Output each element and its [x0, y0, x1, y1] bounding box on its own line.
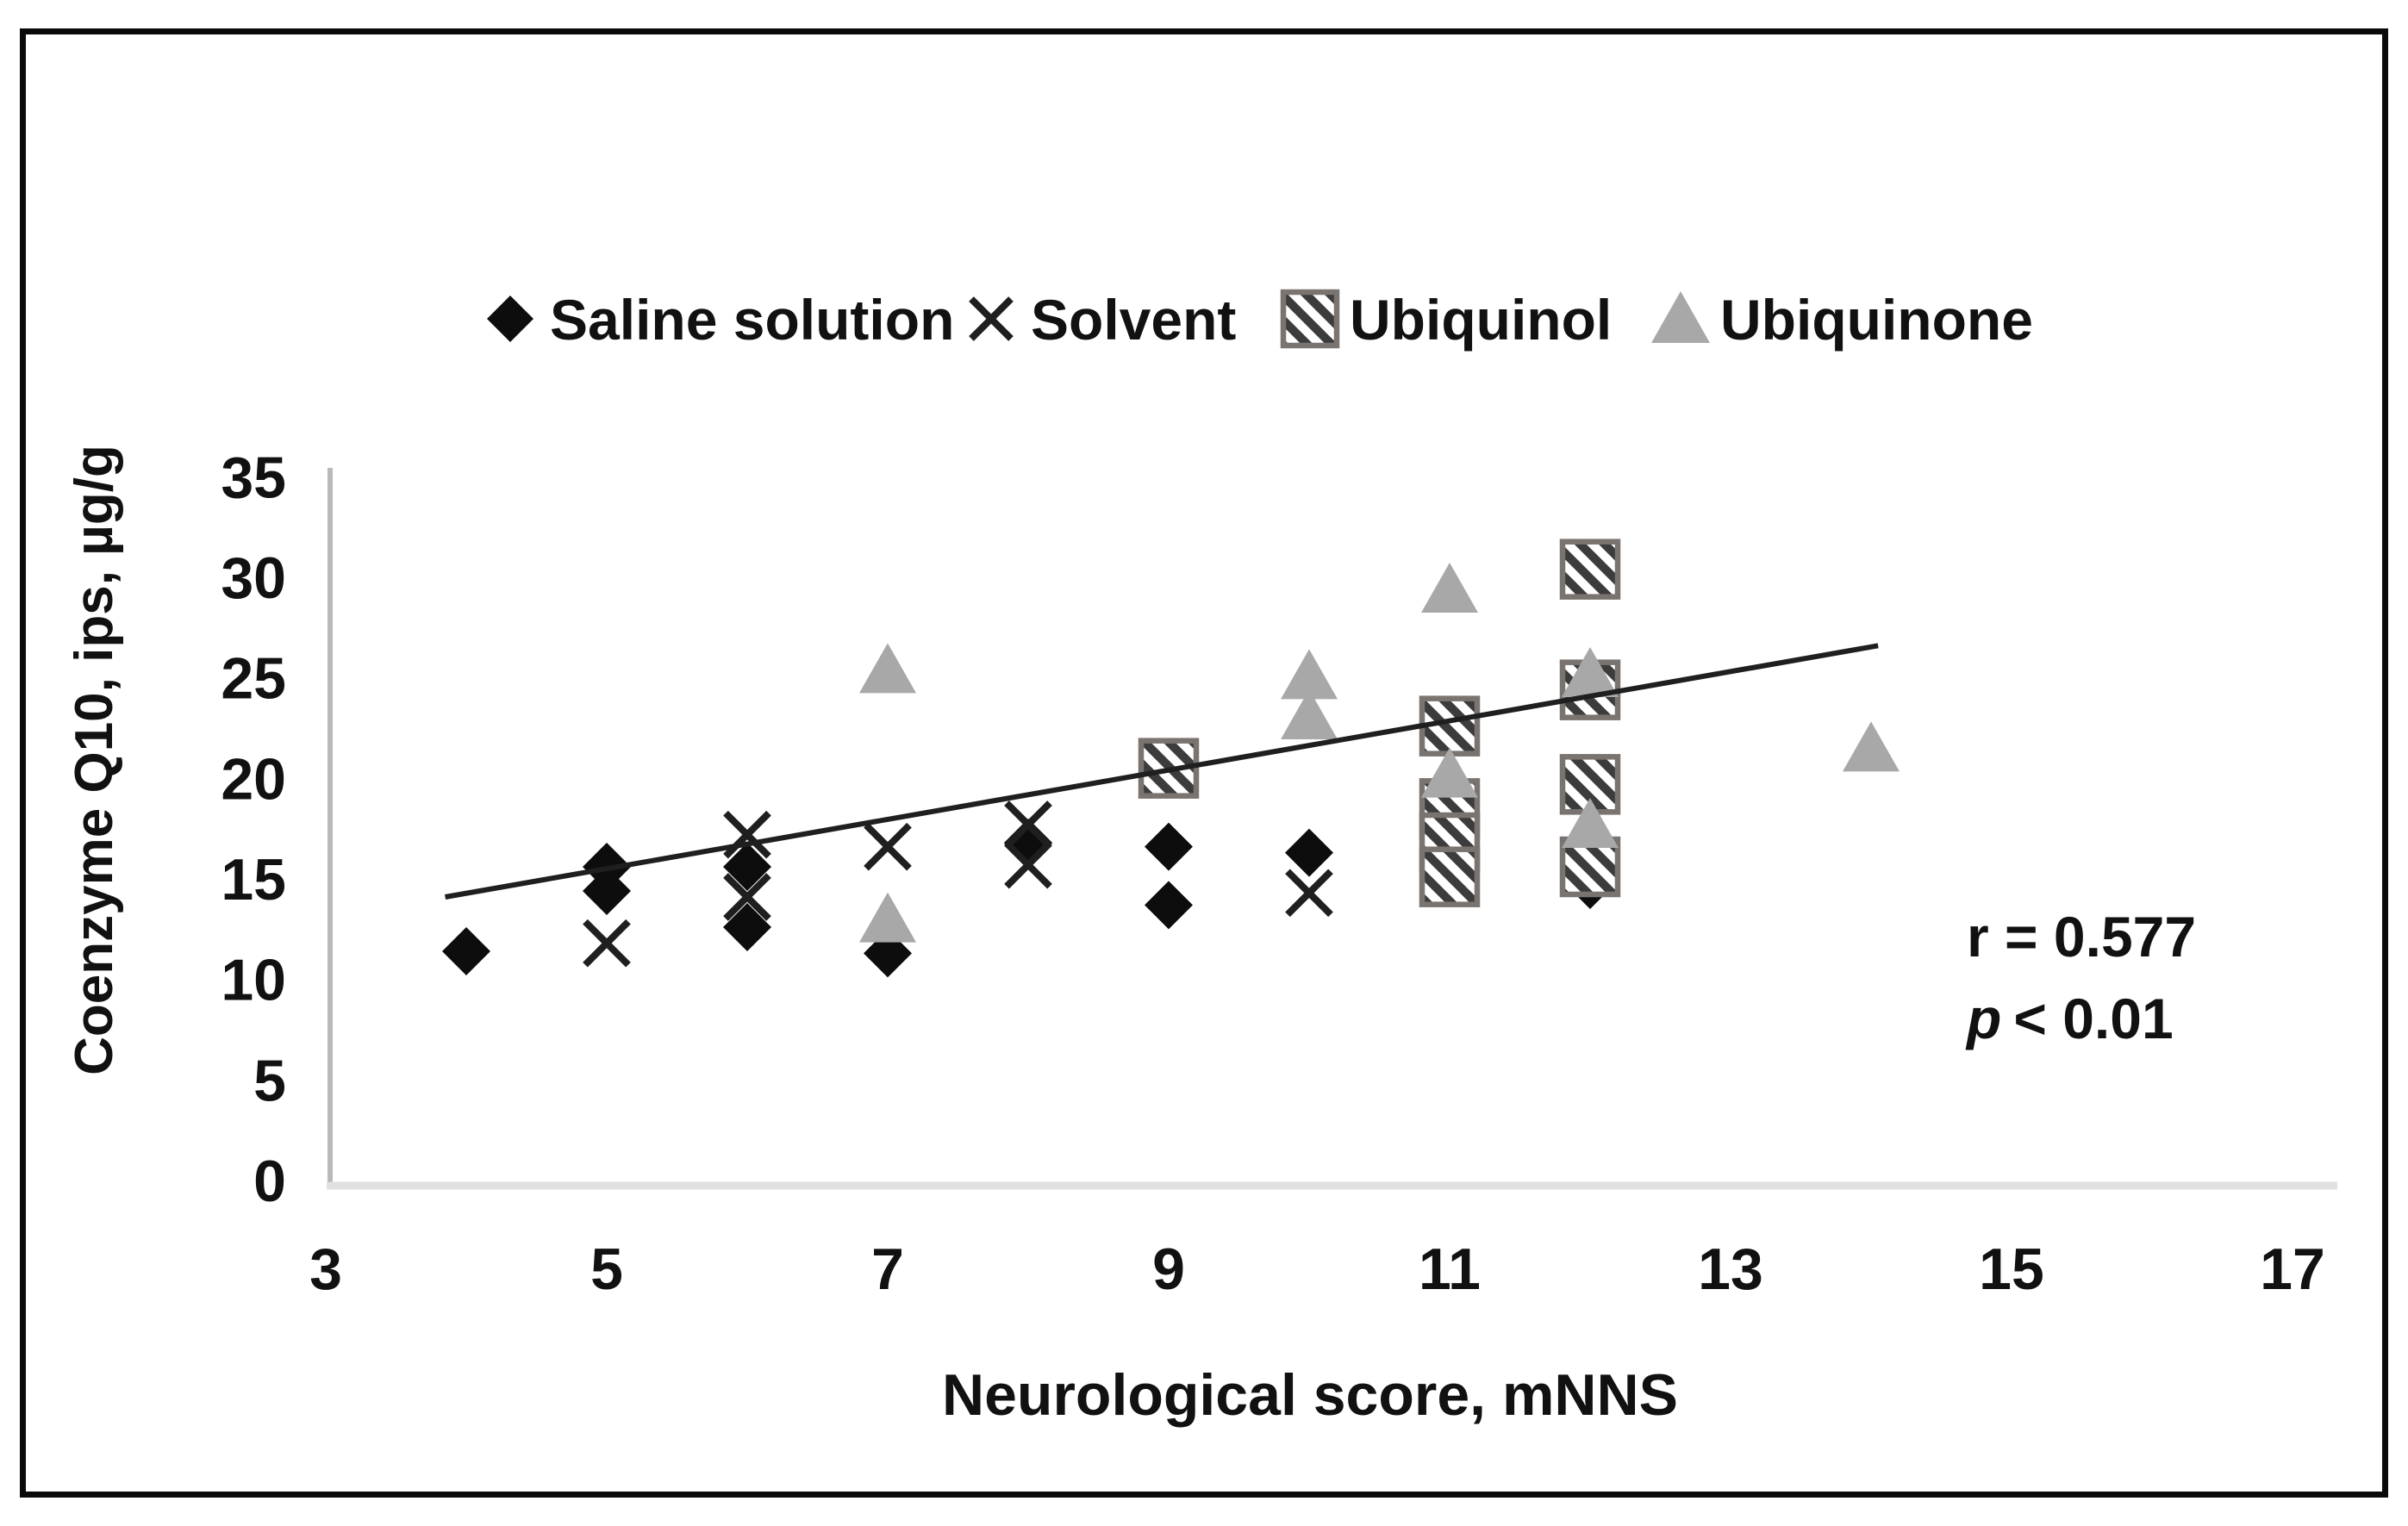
data-point-marker-triangle: [1281, 649, 1338, 700]
x-tick-label: 11: [1419, 1236, 1481, 1302]
y-tick-label: 5: [253, 1048, 286, 1113]
trend-line: [445, 643, 1879, 900]
x-axis-title: Neurological score, mNNS: [942, 1362, 1678, 1428]
data-point-marker-triangle: [1562, 798, 1619, 849]
legend-item-ubiquinol: Ubiquinol: [1280, 288, 1612, 352]
data-point-marker-triangle: [1843, 721, 1900, 772]
x-tick-label: 9: [1152, 1236, 1185, 1302]
x-tick-label: 13: [1698, 1236, 1763, 1302]
data-point-marker-hatched-square: [1559, 836, 1621, 898]
y-tick-label: 35: [221, 445, 286, 510]
legend-label: Saline solution: [550, 288, 954, 352]
diamond-icon: [487, 296, 533, 342]
data-point-marker-triangle: [859, 643, 916, 694]
x-tick-label: 15: [1979, 1236, 2044, 1302]
correlation-annotation: r = 0.577: [1967, 905, 2196, 969]
x-tick-label: 17: [2260, 1236, 2325, 1302]
y-tick-label: 0: [253, 1149, 286, 1214]
data-point-marker-x: [864, 822, 912, 871]
y-tick-label: 25: [221, 646, 286, 712]
pvalue-text: < 0.01: [2013, 987, 2173, 1050]
data-point-marker-triangle: [1421, 747, 1478, 798]
pvalue-annotation: p < 0.01: [1965, 987, 2174, 1050]
x-tick-label: 3: [309, 1236, 342, 1302]
data-point-marker-diamond: [1285, 828, 1333, 877]
x-cross-icon: [969, 296, 1014, 341]
data-point-marker-x: [1004, 840, 1052, 889]
legend-label: Ubiquinol: [1350, 288, 1612, 352]
y-tick-label: 30: [221, 545, 286, 611]
data-point-marker-x: [1285, 869, 1333, 918]
data-point-marker-triangle: [1421, 563, 1478, 614]
data-point-marker-diamond: [723, 903, 771, 952]
y-tick-label: 20: [221, 746, 286, 812]
data-point-marker-diamond: [1145, 881, 1193, 930]
y-tick-label: 10: [221, 948, 286, 1013]
legend-label: Ubiquinone: [1720, 288, 2033, 352]
data-point-marker-triangle: [1281, 689, 1338, 740]
x-tick-label: 7: [871, 1236, 904, 1302]
data-point-marker-diamond: [1145, 822, 1193, 871]
data-point-marker-diamond: [723, 843, 771, 892]
y-tick-label: 15: [221, 847, 286, 912]
data-point-marker-x: [583, 919, 631, 968]
legend-item-solvent: Solvent: [969, 288, 1236, 352]
data-point-marker-hatched-square: [1559, 539, 1621, 600]
y-axis-title: Coenzyme Q10, ips, µg/g: [65, 445, 124, 1075]
series-ubiquinol: [1138, 539, 1621, 907]
legend-item-saline-solution: Saline solution: [487, 288, 954, 352]
data-point-marker-triangle: [859, 892, 916, 943]
data-point-marker-diamond: [442, 927, 490, 976]
series-solvent: [583, 800, 1333, 968]
data-point-marker-x: [1004, 800, 1052, 849]
data-point-marker-diamond: [583, 867, 631, 916]
data-point-marker-x: [723, 873, 771, 921]
data-point-marker-hatched-square: [1419, 846, 1481, 907]
data-point-marker-triangle: [1562, 647, 1619, 698]
legend-item-ubiquinone: Ubiquinone: [1651, 288, 2033, 352]
hatched-square-icon: [1280, 289, 1340, 349]
series-ubiquinone: [859, 563, 1900, 943]
pvalue-symbol: p: [1965, 987, 2001, 1050]
x-tick-label: 5: [590, 1236, 623, 1302]
legend-label: Solvent: [1031, 288, 1236, 352]
triangle-icon: [1651, 291, 1710, 343]
